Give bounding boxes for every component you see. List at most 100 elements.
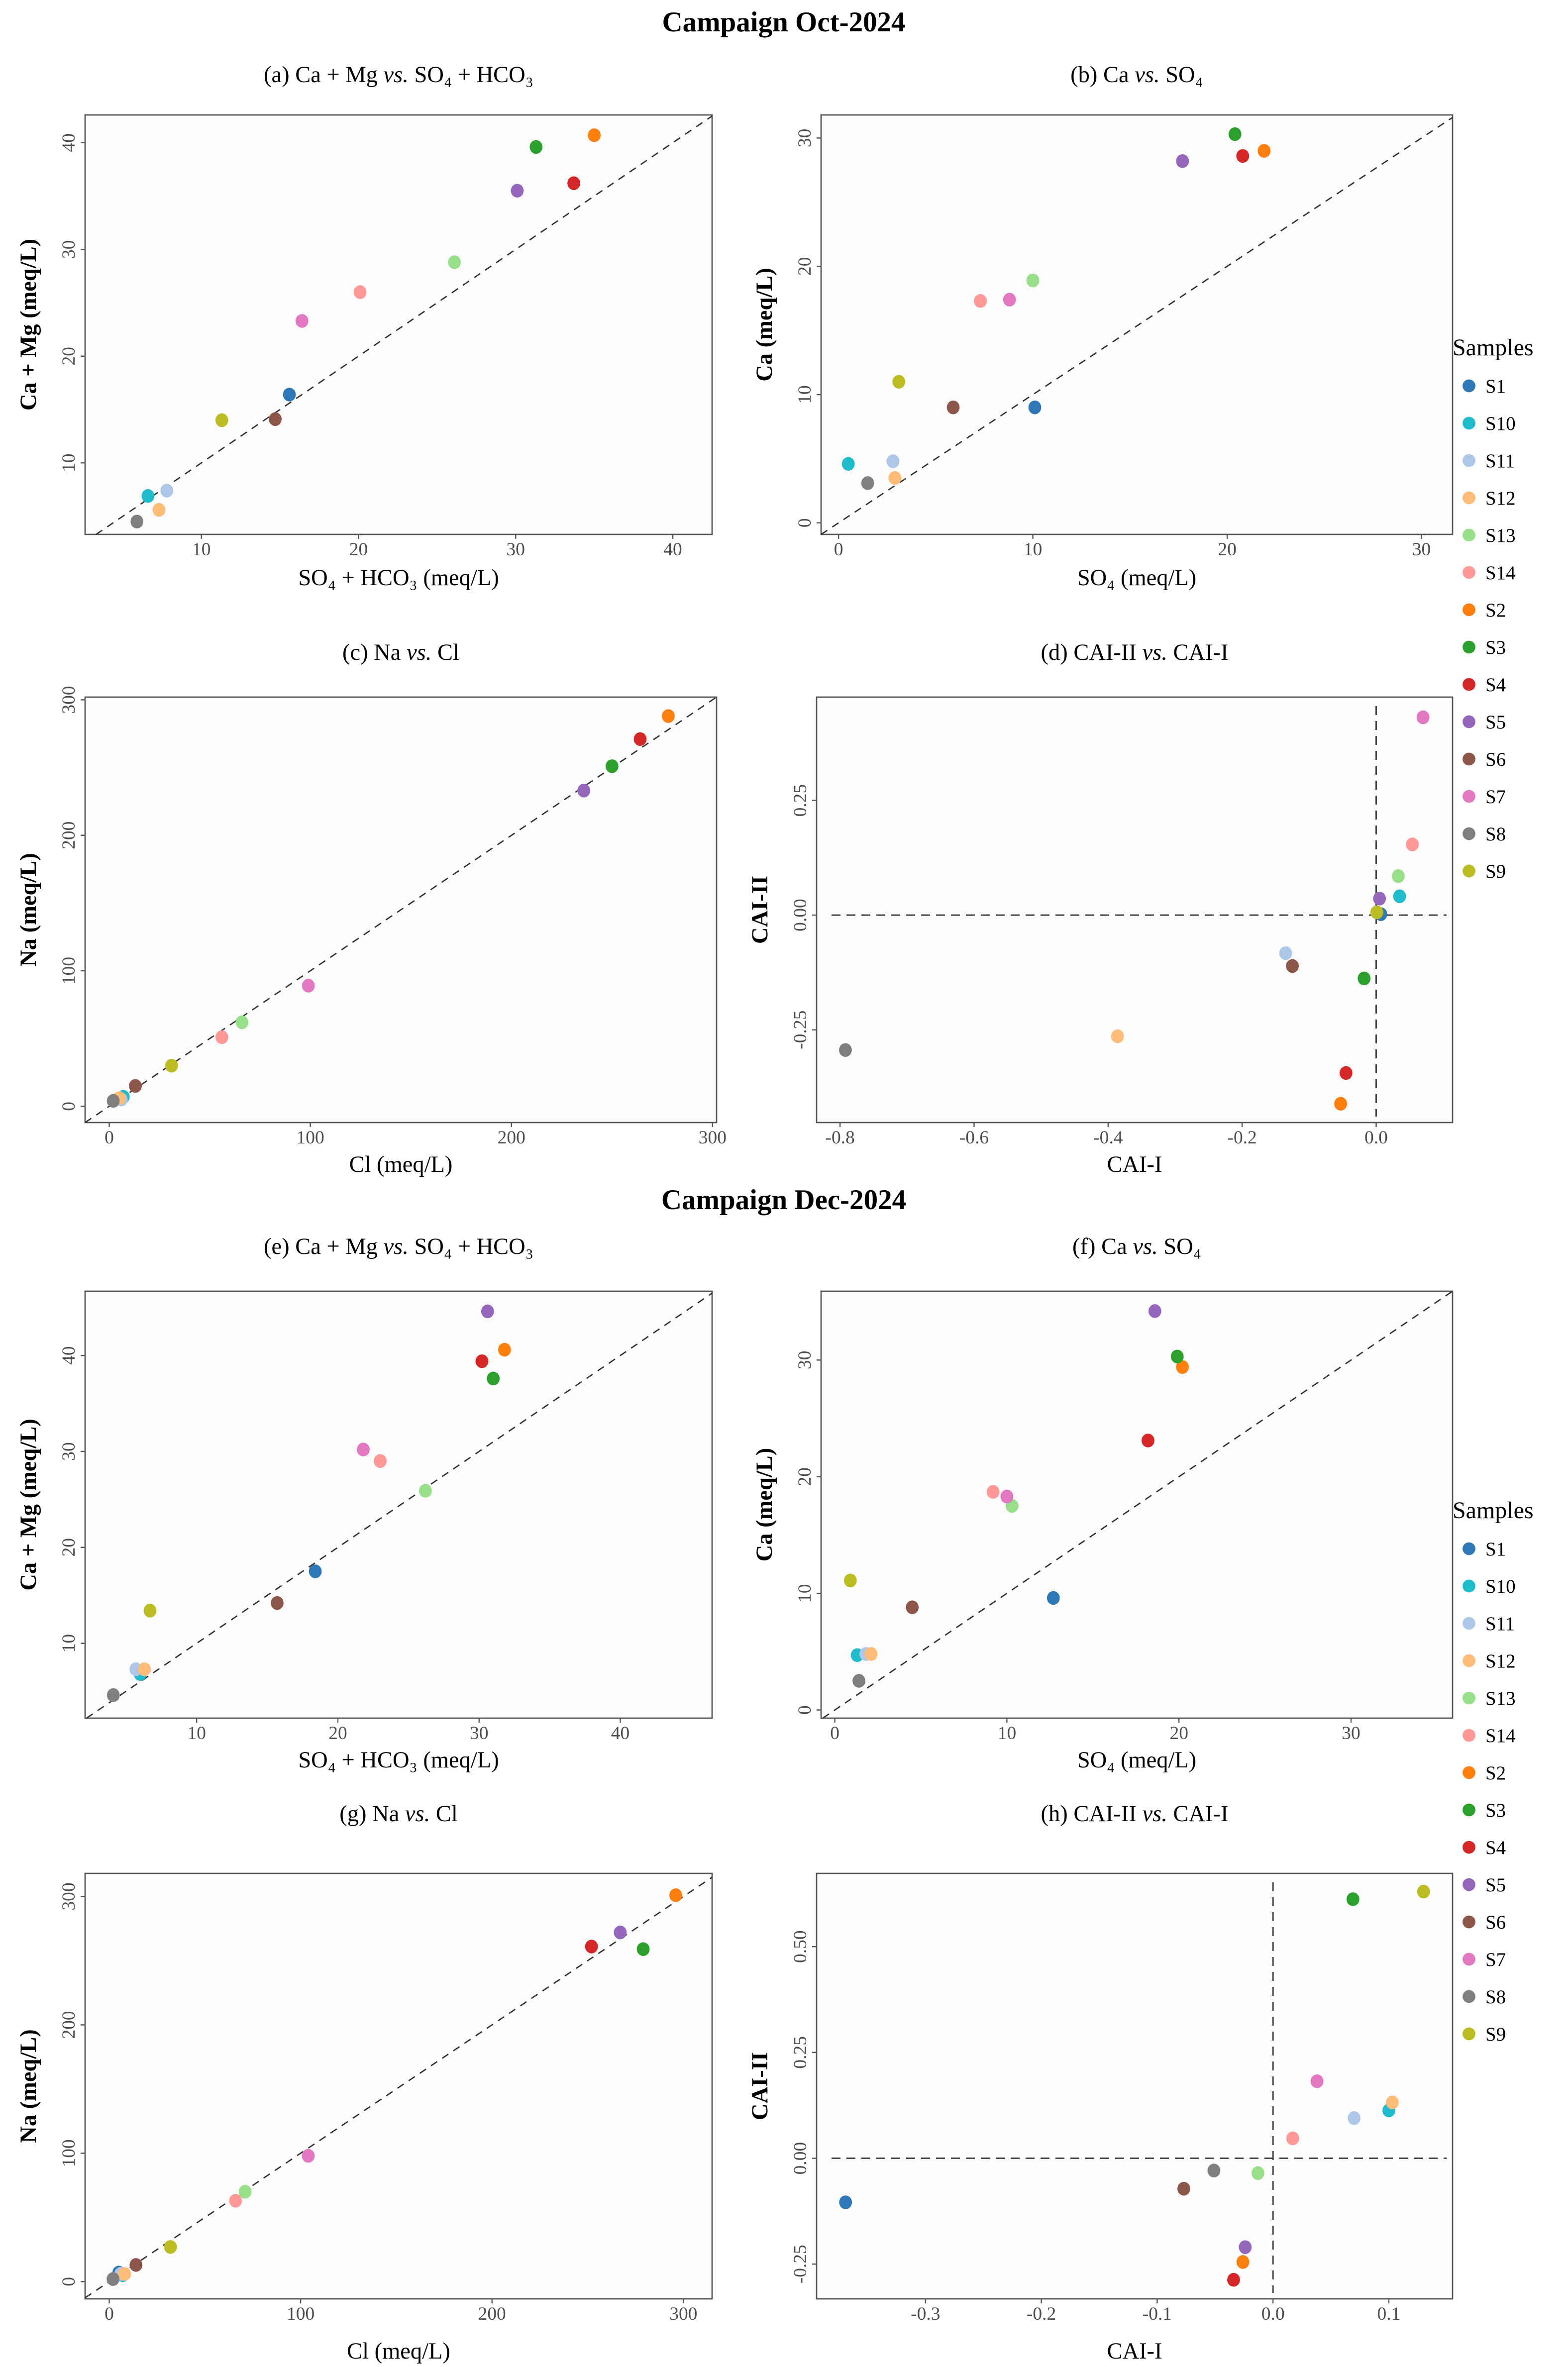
data-point-s4 bbox=[1339, 1066, 1353, 1080]
panel-title-vs: vs. bbox=[1142, 640, 1167, 665]
y-tick-label: 20 bbox=[795, 1467, 815, 1486]
legend-swatch-s13 bbox=[1463, 1691, 1475, 1705]
data-point-s13 bbox=[448, 255, 461, 269]
y-tick-label: 10 bbox=[795, 1584, 815, 1602]
campaign-title-oct: Campaign Oct-2024 bbox=[662, 6, 905, 38]
one-to-one-line bbox=[96, 115, 713, 535]
data-point-s4 bbox=[1236, 149, 1250, 163]
panel-title-vs: vs. bbox=[405, 1801, 430, 1827]
x-axis-label: Cl (meq/L) bbox=[349, 1152, 453, 1177]
data-point-s2 bbox=[1257, 144, 1271, 158]
x-tick-label: -0.3 bbox=[911, 2304, 940, 2324]
data-point-s12 bbox=[138, 1662, 151, 1676]
legend-swatch-s2 bbox=[1463, 603, 1475, 617]
data-point-s7 bbox=[302, 979, 315, 993]
x-tick-label: 0 bbox=[105, 1128, 114, 1148]
legends: Samples S1 S10 S11 S12 S13 S14 S2 S3 S4 S5 S6 S7 S8 S9… bbox=[1453, 334, 1534, 2045]
legend-samples: Samples S1 S10 S11 S12 S13 S14 S2 S3 S4 S5 S6 S7 S8 S9 bbox=[1453, 334, 1534, 882]
x-tick-label: 100 bbox=[297, 1128, 324, 1148]
legend-item-s1: S1 bbox=[1485, 376, 1506, 397]
data-point-s10 bbox=[841, 457, 855, 471]
data-point-s2 bbox=[1236, 2255, 1250, 2269]
x-axis-label: CAI-I bbox=[1107, 2339, 1162, 2364]
y-tick-label: 20 bbox=[59, 347, 79, 365]
legend-item-s5: S5 bbox=[1485, 712, 1506, 733]
y-tick-label: 40 bbox=[59, 1346, 79, 1364]
data-point-s14 bbox=[1406, 837, 1419, 851]
data-point-s8 bbox=[106, 2272, 120, 2286]
x-axis-label: SO₄ (meq/L) bbox=[1077, 1748, 1197, 1773]
x-tick-label: -0.4 bbox=[1093, 1128, 1123, 1148]
one-to-one-line bbox=[85, 1876, 713, 2299]
x-tick-label: 40 bbox=[663, 539, 682, 560]
one-to-one-line bbox=[86, 1292, 713, 1719]
y-tick-label: 30 bbox=[59, 240, 79, 259]
legend-item-s6: S6 bbox=[1485, 749, 1506, 770]
panel-title: (h) CAI-II vs. CAI-I bbox=[1041, 1801, 1229, 1827]
legend-item-s4: S4 bbox=[1485, 674, 1506, 696]
x-tick-label: 0.0 bbox=[1364, 1128, 1388, 1148]
legend-item-s2: S2 bbox=[1485, 1762, 1506, 1784]
y-axis-label: Ca (meq/L) bbox=[752, 268, 777, 382]
data-point-s8 bbox=[130, 515, 144, 529]
legend-swatch-s7 bbox=[1463, 790, 1475, 803]
data-point-s11 bbox=[160, 484, 174, 498]
data-point-s1 bbox=[283, 388, 296, 402]
legend-item-s6: S6 bbox=[1485, 1912, 1506, 1933]
data-point-s3 bbox=[1228, 127, 1242, 141]
x-tick-label: 200 bbox=[478, 2304, 506, 2324]
y-tick-label: 200 bbox=[59, 822, 79, 849]
one-to-one-line bbox=[821, 117, 1453, 535]
one-to-one-line bbox=[822, 1290, 1453, 1719]
data-point-s8 bbox=[1207, 2163, 1221, 2178]
y-tick-label: 0.00 bbox=[790, 899, 811, 931]
data-point-s6 bbox=[1286, 959, 1299, 973]
legend-item-s9: S9 bbox=[1485, 2024, 1506, 2045]
legend-item-s11: S11 bbox=[1485, 1613, 1515, 1635]
panel-title-suffix: Cl bbox=[430, 1801, 458, 1827]
panel-title-vs: vs. bbox=[384, 1234, 409, 1259]
data-point-s7 bbox=[302, 2149, 315, 2163]
data-point-s12 bbox=[1386, 2095, 1399, 2110]
data-point-s12 bbox=[864, 1647, 878, 1661]
panel-title-suffix: SO₄ + HCO₃ bbox=[409, 62, 533, 88]
y-tick-label: 0.00 bbox=[790, 2142, 811, 2175]
y-tick-label: 100 bbox=[59, 2139, 79, 2167]
data-point-s11 bbox=[1279, 946, 1292, 960]
x-tick-label: 30 bbox=[1342, 1723, 1360, 1744]
x-axis-label: CAI-I bbox=[1107, 1152, 1162, 1177]
data-point-s12 bbox=[152, 503, 166, 517]
data-point-s13 bbox=[1252, 2166, 1264, 2180]
data-point-s6 bbox=[129, 2258, 143, 2272]
data-point-s1 bbox=[309, 1564, 322, 1578]
data-point-s2 bbox=[669, 1888, 682, 1902]
data-point-s8 bbox=[861, 476, 874, 490]
data-point-s9 bbox=[215, 413, 228, 427]
panel-title-prefix: (e) Ca + Mg bbox=[264, 1234, 384, 1259]
legend-item-s9: S9 bbox=[1485, 861, 1506, 882]
plot-area bbox=[84, 1290, 713, 1719]
x-tick-label: 10 bbox=[1024, 539, 1042, 560]
data-point-s8 bbox=[839, 1043, 852, 1057]
data-point-s10 bbox=[1393, 889, 1406, 904]
scatter-panel-c: (c) Na vs. Cl 0 100 200 300 0 100 200 300 Cl (meq… bbox=[16, 640, 727, 1177]
data-point-s2 bbox=[1176, 1360, 1189, 1374]
panel-title-prefix: (c) Na bbox=[342, 640, 407, 665]
data-point-s4 bbox=[585, 1940, 598, 1954]
y-tick-label: 300 bbox=[59, 1882, 79, 1910]
data-point-s13 bbox=[1026, 273, 1040, 288]
legend-swatch-s14 bbox=[1463, 566, 1475, 579]
y-axis-label: CAI-II bbox=[747, 876, 773, 944]
x-tick-label: 300 bbox=[669, 2304, 697, 2324]
x-tick-label: 10 bbox=[192, 539, 210, 560]
x-tick-label: 30 bbox=[470, 1723, 488, 1744]
data-point-s13 bbox=[238, 2185, 252, 2199]
legend-swatch-s5 bbox=[1463, 1878, 1475, 1891]
x-tick-label: 0 bbox=[834, 539, 843, 560]
y-tick-label: 40 bbox=[59, 133, 79, 152]
y-tick-label: -0.25 bbox=[790, 2245, 811, 2283]
data-point-s9 bbox=[164, 2240, 177, 2254]
data-point-s14 bbox=[374, 1454, 387, 1468]
x-tick-label: 20 bbox=[1169, 1723, 1188, 1744]
data-point-s14 bbox=[229, 2194, 242, 2208]
